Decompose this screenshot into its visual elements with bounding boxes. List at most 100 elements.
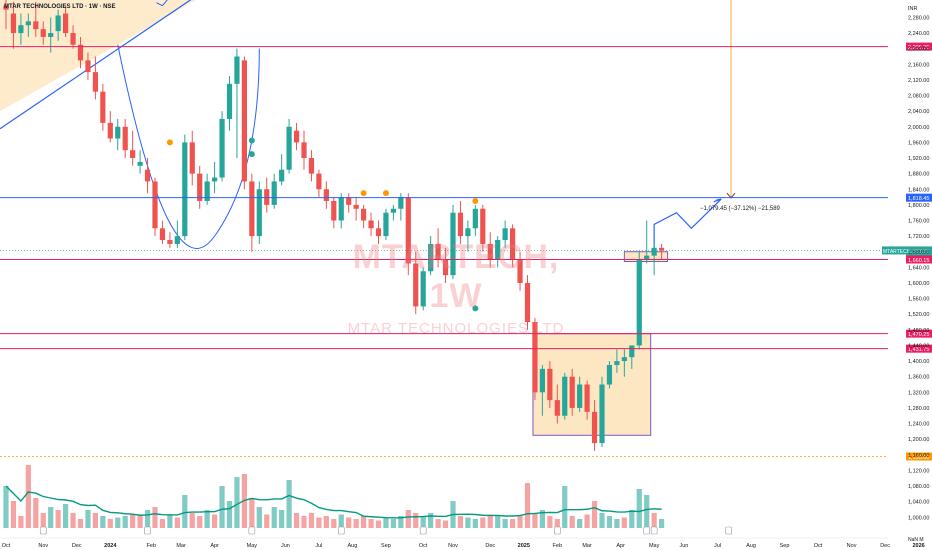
volume-bar <box>293 513 300 528</box>
volume-bar <box>316 517 322 528</box>
y-tick-label: 1,200.00 <box>908 437 929 443</box>
y-tick-label: 1,040.00 <box>908 500 929 506</box>
volume-bar <box>636 489 642 528</box>
y-tick-label: 1,880.00 <box>908 172 929 178</box>
earnings-marker <box>248 526 256 535</box>
candle-body <box>219 118 225 178</box>
candle-body <box>629 345 635 358</box>
level-label-3: 1,660.15 <box>908 258 929 264</box>
volume-bar <box>591 501 598 528</box>
candle-body <box>256 189 262 237</box>
volume-bar <box>174 517 180 528</box>
candle-body <box>547 368 553 401</box>
level-tag-3 <box>906 255 932 264</box>
volume-bar <box>442 520 449 528</box>
candle-body <box>100 91 106 123</box>
candle-body <box>48 33 54 37</box>
x-tick-label: May <box>649 543 660 549</box>
volume-bar <box>584 514 590 528</box>
y-tick-label: 1,360.00 <box>908 375 929 381</box>
dividend-marker <box>248 151 255 158</box>
candle-body <box>457 212 464 237</box>
x-tick-label: Jun <box>680 543 689 549</box>
candle-body <box>495 240 501 260</box>
candle-body <box>651 247 657 256</box>
y-tick-label: 1,600.00 <box>908 281 929 287</box>
projection-path <box>653 198 722 248</box>
volume-bar <box>249 498 255 528</box>
candle-body <box>264 189 270 205</box>
time-axis[interactable]: Oct Nov Dec 2024 Feb Mar Apr May Jun Jul Aug Sep Oct… <box>0 537 925 549</box>
volume-bar <box>107 519 113 528</box>
volume-bar <box>159 519 166 528</box>
level-tag-5 <box>906 344 932 353</box>
candle-body <box>472 208 478 229</box>
y-tick-label: 1,520.00 <box>908 312 929 318</box>
volume-bar <box>85 510 91 528</box>
price-axis[interactable]: INR 1,000.00 1,040.00 1,080.00 1,120.00 1,160… <box>908 6 929 521</box>
candle-body <box>599 384 605 444</box>
volume-bar <box>301 516 307 528</box>
currency-label: INR <box>908 6 918 12</box>
volume-bar <box>219 486 225 528</box>
y-tick-label: 1,080.00 <box>908 484 929 490</box>
candle-body <box>398 197 404 209</box>
volume-bar <box>152 507 158 528</box>
volume-bar <box>10 501 17 528</box>
x-tick-label: Dec <box>485 543 495 549</box>
x-tick-label: Mar <box>176 543 186 549</box>
candle-body <box>301 142 307 159</box>
x-tick-label: Aug <box>348 543 358 549</box>
level-label-0: 2,205.35 <box>908 45 929 51</box>
volume-bar <box>3 486 9 528</box>
x-tick-label: Oct <box>419 543 428 549</box>
candle-body <box>584 384 590 412</box>
candle-body <box>137 161 143 166</box>
volume-bar <box>644 495 650 528</box>
candle-body <box>502 228 508 241</box>
volume-bar <box>524 483 531 528</box>
level-label-2: 1,683.30 <box>908 249 929 255</box>
candle-body <box>182 142 188 237</box>
volume-bar <box>212 514 218 528</box>
volume-bar <box>346 517 352 528</box>
volume-bar <box>554 519 560 528</box>
candle-body <box>524 282 531 323</box>
candle-body <box>241 60 247 182</box>
volume-bar <box>539 510 545 528</box>
volume-bar <box>271 507 277 528</box>
candle-body <box>10 13 17 34</box>
candle-body <box>293 130 300 143</box>
volume-bar <box>100 516 106 528</box>
candle-body <box>115 126 121 139</box>
y-tick-label: 1,240.00 <box>908 422 929 428</box>
volume-bar <box>405 510 411 528</box>
volume-ma-line <box>5 485 662 519</box>
symbol-tag <box>882 246 906 255</box>
earnings-marker <box>650 526 658 535</box>
y-tick-label: 1,440.00 <box>908 343 929 349</box>
candle-body <box>591 411 598 444</box>
candle-body <box>353 204 359 209</box>
trendline <box>0 0 192 130</box>
candle-body <box>606 364 613 385</box>
candle-body <box>644 255 650 260</box>
candle-body <box>435 243 441 260</box>
y-tick-label: 1,560.00 <box>908 297 929 303</box>
y-tick-label: 2,200.00 <box>908 47 929 53</box>
candle-body <box>279 169 285 182</box>
candle-body <box>465 228 471 237</box>
earnings-marker <box>643 526 651 535</box>
level-label-5: 1,431.75 <box>908 347 929 353</box>
candle-body <box>569 376 575 408</box>
x-tick-label: 2026 <box>913 543 925 549</box>
volume-bar <box>495 516 501 528</box>
y-tick-label: 1,680.00 <box>908 250 929 256</box>
x-tick-label: Nov <box>448 543 458 549</box>
x-tick-label: Apr <box>616 543 625 549</box>
candle-body <box>144 169 151 182</box>
level-tag-0 <box>906 42 932 51</box>
volume-bar <box>189 513 195 528</box>
level-label-1: 1,818.45 <box>908 196 929 202</box>
